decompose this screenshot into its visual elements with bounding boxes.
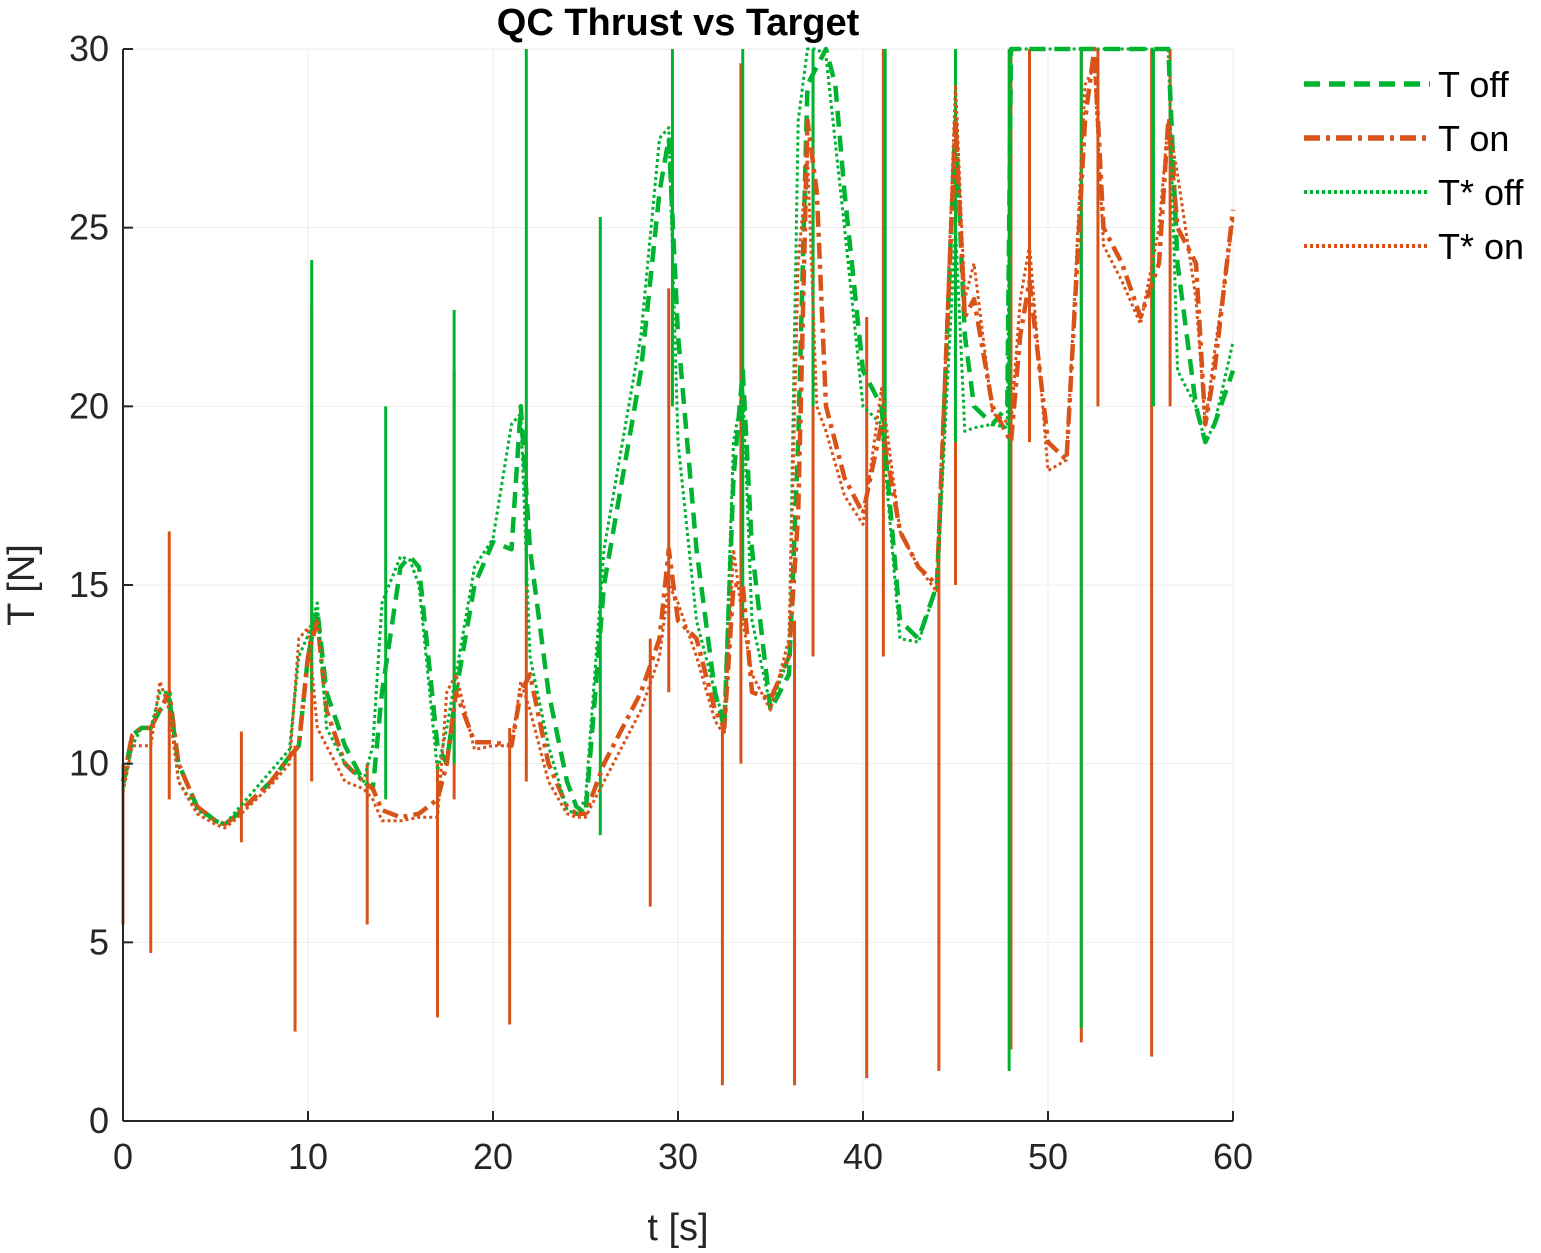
legend-label: T* off — [1438, 172, 1524, 213]
x-tick-label: 10 — [288, 1136, 328, 1177]
x-tick-label: 40 — [843, 1136, 883, 1177]
x-tick-label: 50 — [1028, 1136, 1068, 1177]
x-tick-label: 0 — [113, 1136, 133, 1177]
y-tick-label: 0 — [89, 1100, 109, 1141]
legend-label: T off — [1438, 64, 1510, 105]
legend: T off T on T* off T* on — [1304, 64, 1524, 267]
legend-label: T on — [1438, 118, 1509, 159]
y-ticks: 0 5 10 15 20 25 30 — [69, 28, 133, 1141]
x-axis-title: t [s] — [647, 1207, 708, 1249]
x-tick-label: 60 — [1213, 1136, 1253, 1177]
y-tick-label: 5 — [89, 921, 109, 962]
lines-layer — [120, 46, 1236, 830]
y-tick-label: 30 — [69, 28, 109, 69]
y-tick-label: 10 — [69, 743, 109, 784]
y-tick-label: 15 — [69, 564, 109, 605]
x-ticks: 0 10 20 30 40 50 60 — [113, 1111, 1253, 1177]
y-axis-title: T [N] — [1, 544, 43, 626]
x-tick-label: 20 — [473, 1136, 513, 1177]
y-tick-label: 25 — [69, 207, 109, 248]
series-line-t-on — [121, 65, 1235, 830]
legend-label: T* on — [1438, 226, 1524, 267]
y-tick-label: 20 — [69, 385, 109, 426]
x-tick-label: 30 — [658, 1136, 698, 1177]
chart-title: QC Thrust vs Target — [497, 2, 860, 44]
